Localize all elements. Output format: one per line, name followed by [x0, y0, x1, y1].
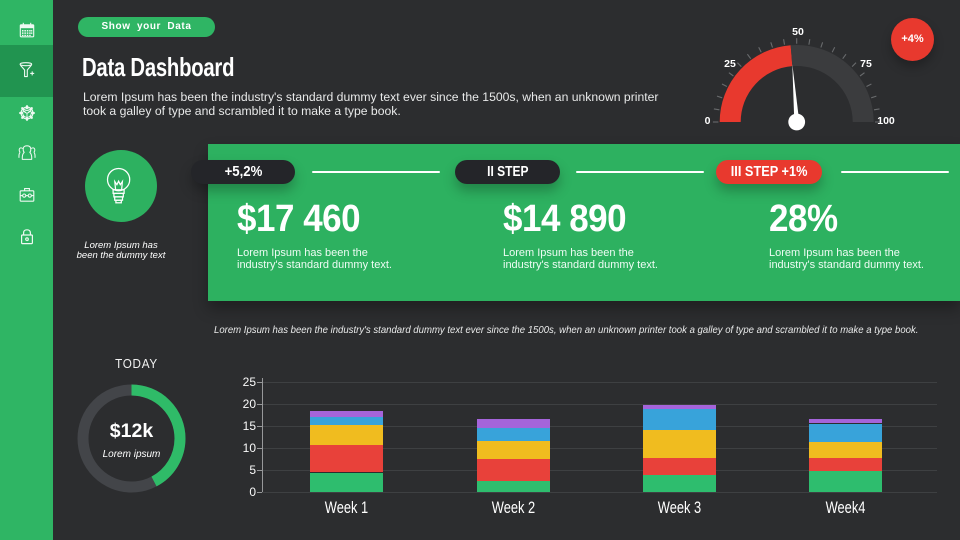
svg-text:75: 75 [860, 58, 872, 70]
svg-text:0: 0 [705, 115, 711, 127]
svg-text:100: 100 [877, 115, 895, 127]
svg-text:25: 25 [724, 58, 736, 70]
svg-text:50: 50 [792, 26, 804, 38]
